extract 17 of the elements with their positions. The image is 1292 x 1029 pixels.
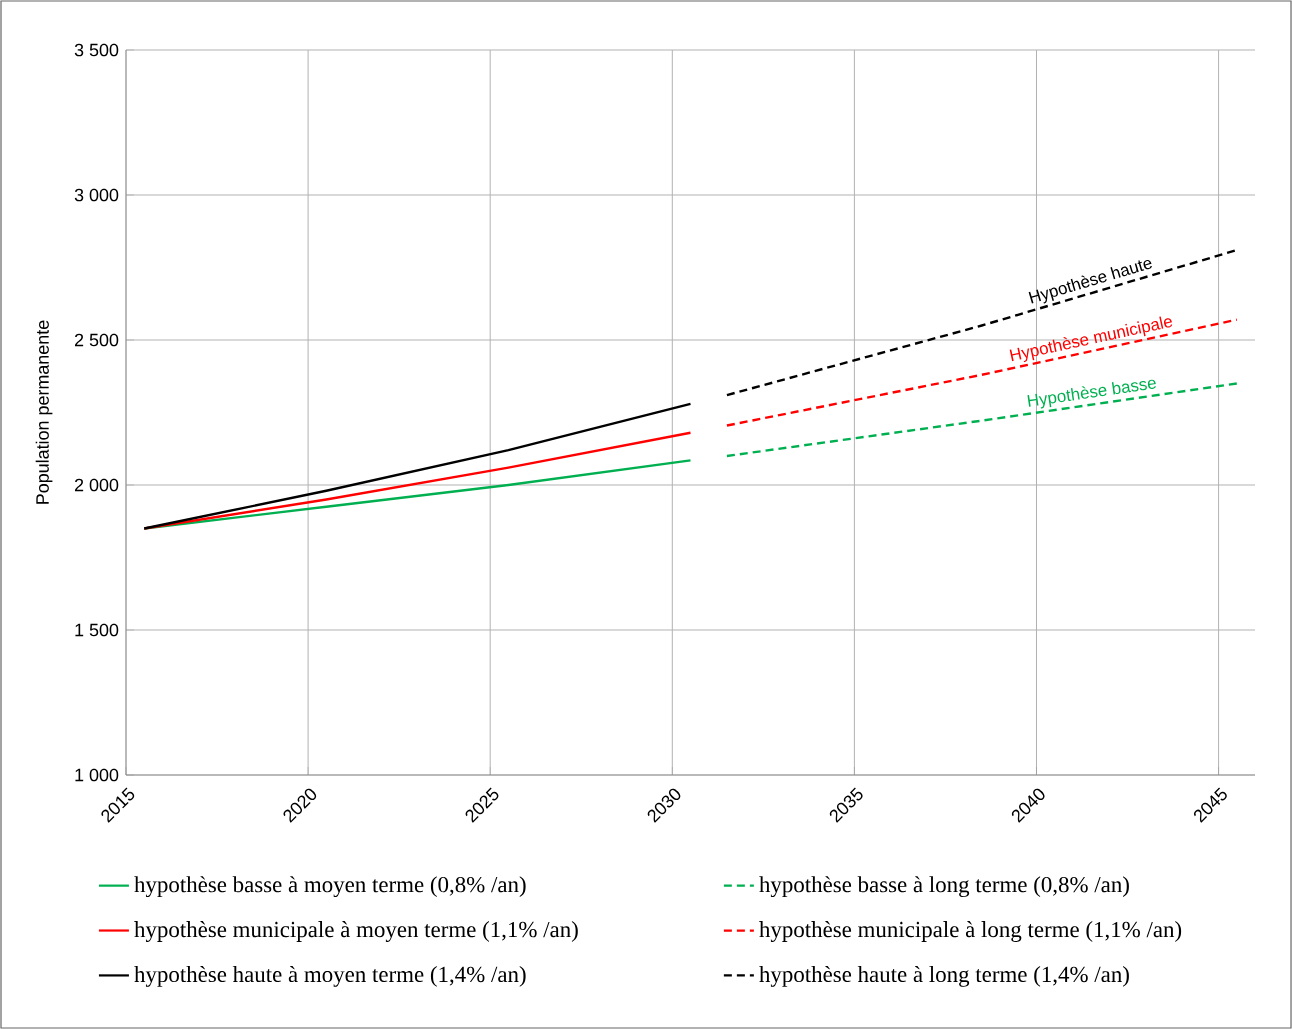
y-axis-title: Population permanente (35, 320, 53, 504)
legend-label: hypothèse basse à long terme (0,8% /an) (759, 876, 1129, 898)
y-tick-label: 2 500 (74, 333, 119, 347)
annotation: Hypothèse municipale (1009, 316, 1173, 363)
line-series (143, 459, 692, 530)
legend-label: hypothèse haute à long terme (1,4% /an) (759, 965, 1129, 987)
line-series (143, 402, 692, 530)
y-tick-label: 1 500 (75, 623, 119, 637)
legend-label: hypothèse haute à moyen terme (1,4% /an) (134, 965, 526, 987)
legend-label: hypothèse municipale à long terme (1,1% /an) (759, 921, 1182, 942)
legend-label: hypothèse municipale à moyen terme (1,1% /an) (134, 921, 578, 942)
y-tick-label: 3 000 (74, 188, 119, 202)
annotation: Hypothèse basse (1027, 379, 1156, 409)
legend-label: hypothèse basse à moyen terme (0,8% /an) (134, 876, 526, 898)
y-tick-label: 2 000 (74, 478, 119, 492)
y-tick-label: 3 500 (74, 43, 119, 57)
y-tick-label: 1 000 (75, 768, 119, 782)
